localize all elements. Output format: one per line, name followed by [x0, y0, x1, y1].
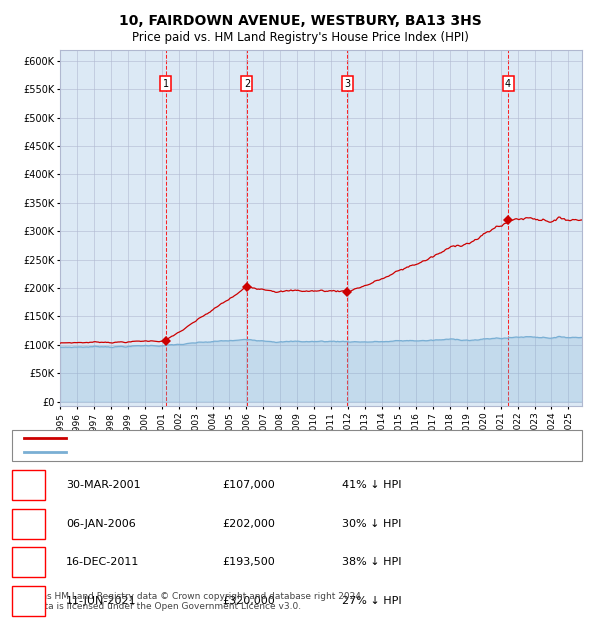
Text: £193,500: £193,500 — [222, 557, 275, 567]
Text: £320,000: £320,000 — [222, 596, 275, 606]
Text: 3: 3 — [25, 557, 32, 567]
Text: 27% ↓ HPI: 27% ↓ HPI — [342, 596, 401, 606]
Bar — [12, 509, 45, 539]
Text: 2: 2 — [244, 79, 250, 89]
Text: £202,000: £202,000 — [222, 519, 275, 529]
Text: 10, FAIRDOWN AVENUE, WESTBURY, BA13 3HS: 10, FAIRDOWN AVENUE, WESTBURY, BA13 3HS — [119, 14, 481, 28]
Text: £107,000: £107,000 — [222, 480, 275, 490]
Text: 3: 3 — [344, 79, 350, 89]
Text: 1: 1 — [163, 79, 169, 89]
Text: 41% ↓ HPI: 41% ↓ HPI — [342, 480, 401, 490]
Text: 30-MAR-2001: 30-MAR-2001 — [66, 480, 140, 490]
Text: 11-JUN-2021: 11-JUN-2021 — [66, 596, 137, 606]
Text: 4: 4 — [25, 596, 32, 606]
Text: 2: 2 — [25, 519, 32, 529]
Text: 4: 4 — [505, 79, 511, 89]
Text: Price paid vs. HM Land Registry's House Price Index (HPI): Price paid vs. HM Land Registry's House … — [131, 31, 469, 44]
Text: 1: 1 — [25, 480, 32, 490]
Text: HPI: Average price, detached house, Wiltshire: HPI: Average price, detached house, Wilt… — [72, 447, 296, 457]
Bar — [12, 547, 45, 577]
Text: 10, FAIRDOWN AVENUE, WESTBURY, BA13 3HS (detached house): 10, FAIRDOWN AVENUE, WESTBURY, BA13 3HS … — [72, 433, 390, 443]
Bar — [12, 430, 582, 461]
Bar — [12, 586, 45, 616]
Text: 38% ↓ HPI: 38% ↓ HPI — [342, 557, 401, 567]
Text: 06-JAN-2006: 06-JAN-2006 — [66, 519, 136, 529]
Text: 16-DEC-2011: 16-DEC-2011 — [66, 557, 139, 567]
Text: 30% ↓ HPI: 30% ↓ HPI — [342, 519, 401, 529]
Bar — [12, 471, 45, 500]
Text: Contains HM Land Registry data © Crown copyright and database right 2024.
This d: Contains HM Land Registry data © Crown c… — [12, 592, 364, 611]
